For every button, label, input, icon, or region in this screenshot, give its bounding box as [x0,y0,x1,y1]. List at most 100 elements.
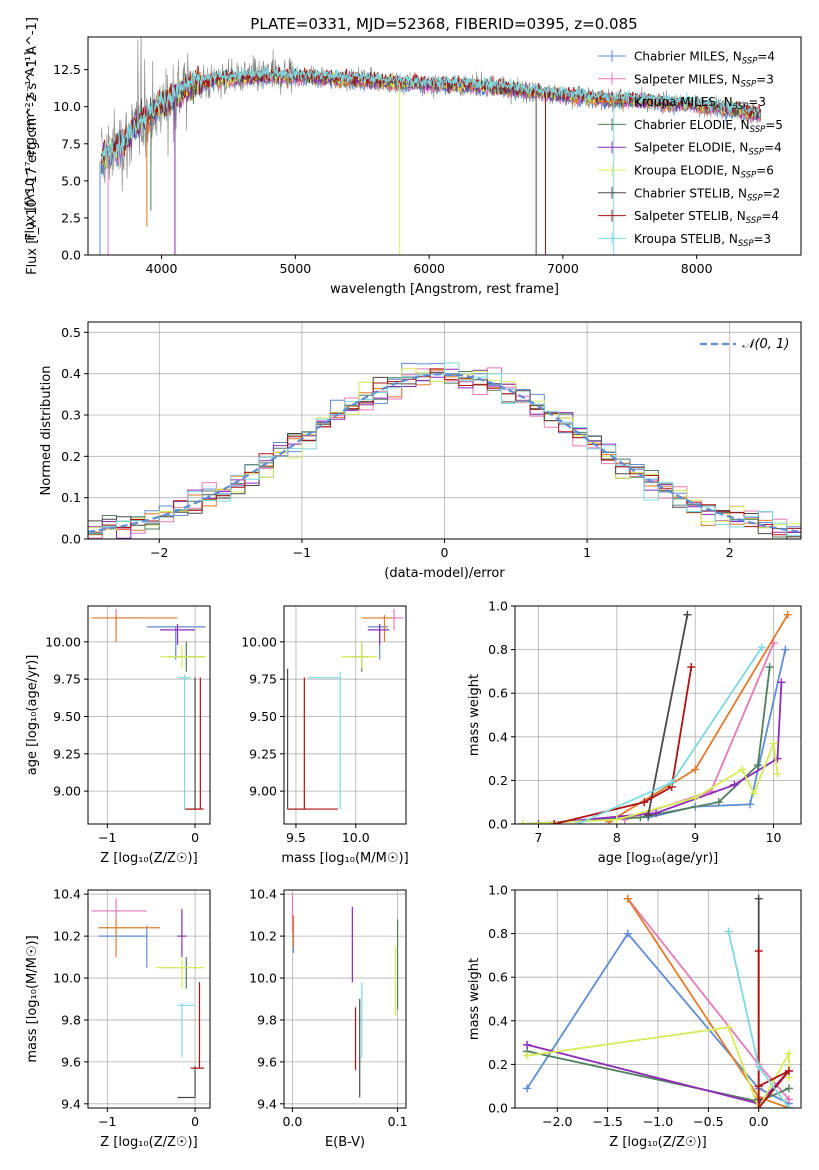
legend-label: Chabrier STELIB, NSSP=2 [634,186,780,203]
y-tick-label: 9.75 [249,672,277,687]
weight-point [640,798,649,807]
x-tick-label: 0 [191,830,199,845]
errorbar-salpeter-elodie [177,908,187,958]
weight-point [667,778,676,787]
errorbar-kroupa-miles [361,614,392,642]
weight-point [623,929,632,938]
x-tick-label: 0 [191,1114,199,1129]
y-tick-label: 9.6 [61,1054,81,1069]
x-tick-label: 7000 [547,261,579,276]
x-tick-label: 2 [726,545,734,560]
errorbar-kroupa-stelib [177,1003,196,1058]
x-tick-label: 9.5 [286,830,306,845]
y-tick-label: 10.00 [241,634,277,649]
y-tick-label: 0.0 [488,817,508,832]
mass-weight-vs-metallicity-plot: −2.0 −1.5 −1.0 −0.5 0.0 0.0 0.2 0.4 0.6 0.8 1.0 Z [… [467,883,802,1150]
weight-point [518,820,527,824]
y-tick-label: 9.00 [249,784,277,799]
weight-point [746,800,755,809]
weight-point [784,1066,793,1075]
y-tick-label: 2.5 [61,210,81,225]
mass-weight-vs-age-plot: 7 8 9 10 0.0 0.2 0.4 0.6 0.8 1.0 age [log₁₀(age/yr… [467,599,802,866]
weight-point [550,820,559,824]
x-tick-label: −2 [150,545,168,560]
x-tick-label: −1 [98,1114,116,1129]
x-tick-label: −0.5 [693,1114,723,1129]
errorbar-chabrier-stelib [177,1066,196,1099]
weight-point [534,820,543,824]
legend-label: 𝒩(0, 1) [742,337,789,352]
weight-line-chabrier-miles [526,932,790,1105]
spectrum-legend: Chabrier MILES, NSSP=4 Salpeter MILES, NS… [598,50,783,249]
errorbar-chabrier-miles [98,925,148,968]
x-axis-label: (data-model)/error [384,566,505,581]
weight-line-kroupa-elodie [526,1026,790,1108]
y-tick-label: 10.0 [53,971,81,986]
weight-point [749,789,758,798]
legend-label: Kroupa STELIB, NSSP=3 [634,232,771,249]
y-tick-label: 0.0 [61,248,81,263]
y-tick-label: 0.4 [61,366,81,381]
x-tick-label: 1 [583,545,591,560]
legend-label: Kroupa ELODIE, NSSP=6 [634,164,774,181]
x-tick-label: −1 [293,545,311,560]
x-axis-label: age [log₁₀(age/yr)] [598,851,719,866]
x-axis-label: Z [log₁₀(Z/Z☉)] [100,1135,197,1150]
weight-point [652,809,661,818]
y-tick-label: 10.2 [53,929,81,944]
weight-point [754,1062,763,1071]
y-tick-label: 10.00 [45,634,81,649]
x-tick-label: −2.0 [542,1114,572,1129]
y-tick-label: 10.4 [53,887,81,902]
x-tick-label: 8000 [681,261,713,276]
x-axis-label: mass [log₁₀(M/M☉)] [281,851,408,866]
weight-point [754,947,763,956]
mass-vs-metallicity-plot: −1 0 9.4 9.6 9.8 10.0 10.2 10.4 Z [log₁₀(Z/Z☉)] m… [25,887,211,1150]
y-tick-label: 0.2 [488,1057,508,1072]
weight-point [612,815,621,824]
mass-vs-ebv-plot: 0.0 0.1 9.4 9.6 9.8 10.0 10.2 10.4 E(B-V) [249,887,407,1150]
y-tick-label: 10.0 [53,99,81,114]
y-tick-label: 10.4 [249,887,277,902]
y-axis-label: mass weight [467,958,482,1040]
errorbar-chabrier-miles [146,626,206,660]
y-tick-label: 9.8 [61,1012,81,1027]
x-axis-label: Z [log₁₀(Z/Z☉)] [609,1135,706,1150]
weight-point [730,780,739,789]
weight-point [754,1104,763,1108]
spectrum-plot: 4000 5000 6000 7000 8000 0.0 2.5 5.0 7.5 10.0 12.5… [22,17,802,297]
weight-line-salpeter-stelib [757,951,790,1108]
legend-label: Salpeter ELODIE, NSSP=4 [634,141,782,158]
y-tick-label: 5.0 [61,173,81,188]
legend-label: Kroupa MILES, NSSP=3 [634,95,766,112]
errorbar-salpeter-elodie [367,623,390,645]
weight-point [714,798,723,807]
errorbar-salpeter-elodie [159,623,196,645]
y-tick-label: 0.2 [61,449,81,464]
errorbar-kroupa-elodie [155,957,204,989]
y-tick-label: 9.50 [249,709,277,724]
y-tick-label: 9.25 [53,746,81,761]
x-tick-label: 5000 [279,261,311,276]
y-tick-label: 0.6 [488,970,508,985]
weight-point [683,610,692,619]
weight-point [754,894,763,903]
normal-pdf-curve [88,372,801,533]
x-tick-label: −1.5 [592,1114,622,1129]
x-tick-label: 8 [613,830,621,845]
weight-line-salpeter-stelib [553,666,693,824]
weight-point [523,1084,532,1093]
axes-frame [87,605,211,825]
age-vs-metallicity-plot: −1 0 9.00 9.25 9.50 9.75 10.00 Z [log₁₀(Z/Z☉)] a… [25,605,211,866]
x-tick-label: 0.0 [282,1114,302,1129]
y-axis-label: Flux [fλ10⁻¹⁷ erg cm⁻² s⁻¹ A⁻¹] [22,51,37,240]
y-tick-label: 0.4 [488,729,508,744]
y-axis-label: Flux [f_λ 10^-17 erg cm^-2 s^-1 A^-1] [25,17,40,275]
legend-label: Chabrier ELODIE, NSSP=5 [634,118,783,135]
errorbar-salpeter-stelib [287,677,338,810]
errorbar-salpeter-stelib [186,677,204,810]
errorbar-kroupa-stelib [177,674,191,810]
weight-point [623,894,632,903]
y-tick-label: 9.4 [257,1096,277,1111]
y-tick-label: 9.8 [257,1012,277,1027]
